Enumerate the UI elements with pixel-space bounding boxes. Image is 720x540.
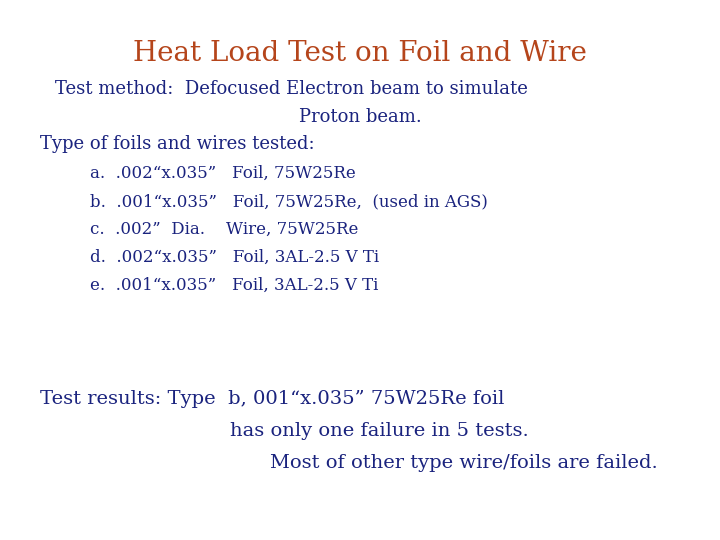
Text: Proton beam.: Proton beam. [299,108,421,126]
Text: Test method:  Defocused Electron beam to simulate: Test method: Defocused Electron beam to … [55,80,528,98]
Text: c.  .002”  Dia.    Wire, 75W25Re: c. .002” Dia. Wire, 75W25Re [90,221,359,238]
Text: Most of other type wire/foils are failed.: Most of other type wire/foils are failed… [270,454,658,472]
Text: Type of foils and wires tested:: Type of foils and wires tested: [40,135,315,153]
Text: e.  .001“x.035”   Foil, 3AL-2.5 V Ti: e. .001“x.035” Foil, 3AL-2.5 V Ti [90,277,379,294]
Text: d.  .002“x.035”   Foil, 3AL-2.5 V Ti: d. .002“x.035” Foil, 3AL-2.5 V Ti [90,249,379,266]
Text: b.  .001“x.035”   Foil, 75W25Re,  (used in AGS): b. .001“x.035” Foil, 75W25Re, (used in A… [90,193,488,210]
Text: has only one failure in 5 tests.: has only one failure in 5 tests. [230,422,528,440]
Text: Heat Load Test on Foil and Wire: Heat Load Test on Foil and Wire [133,40,587,67]
Text: a.  .002“x.035”   Foil, 75W25Re: a. .002“x.035” Foil, 75W25Re [90,165,356,182]
Text: Test results: Type  b, 001“x.035” 75W25Re foil: Test results: Type b, 001“x.035” 75W25Re… [40,390,505,408]
